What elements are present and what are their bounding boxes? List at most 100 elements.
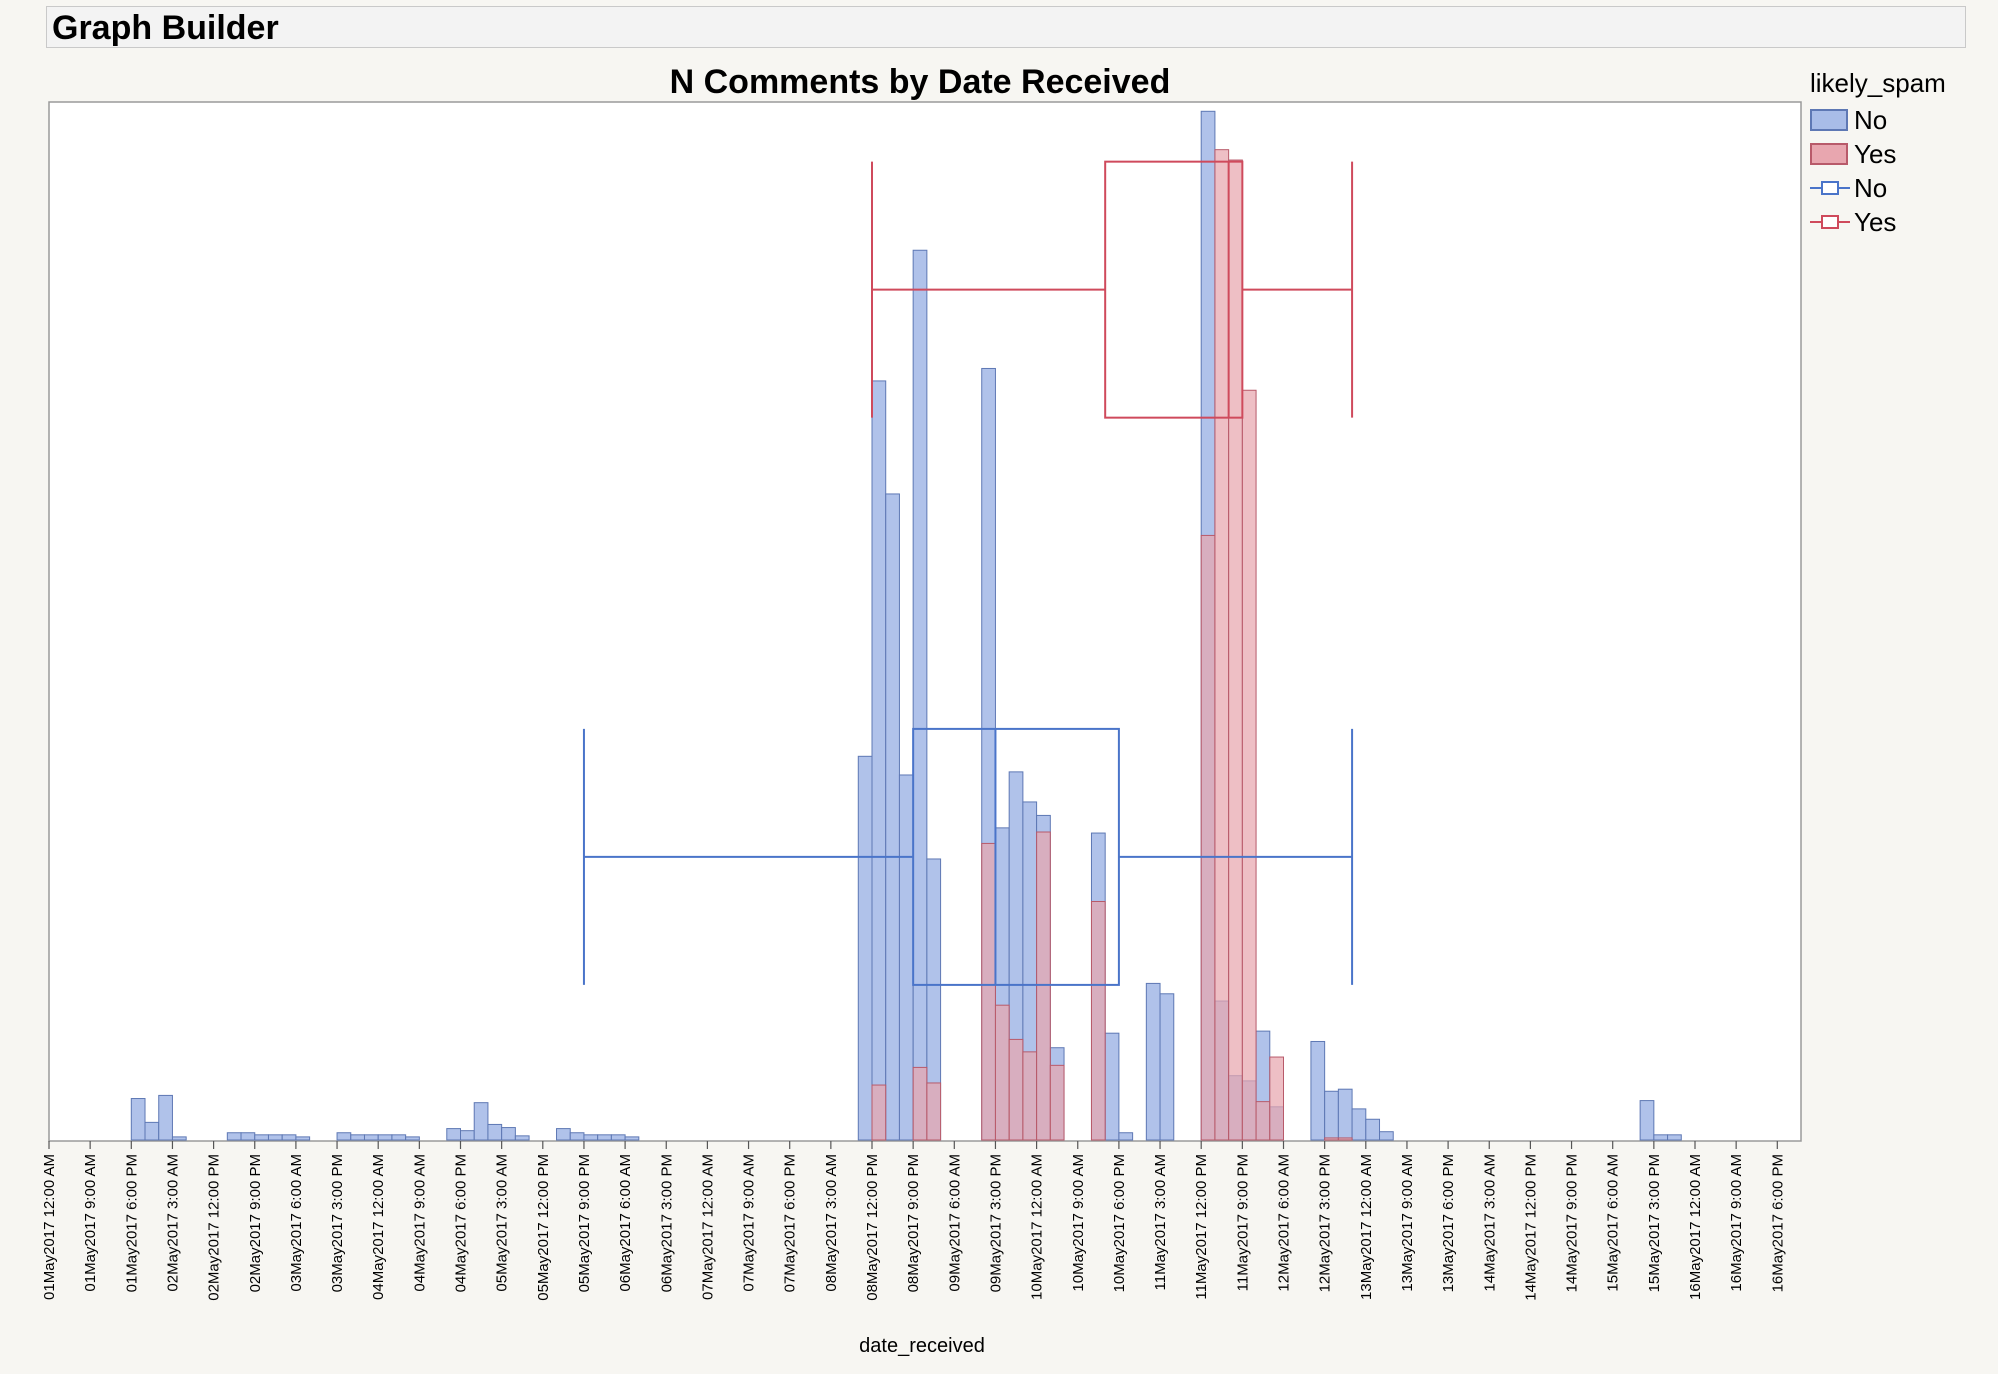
bar-yes [1022,1051,1038,1141]
legend-item-yes-bar[interactable]: Yes [1810,137,1990,171]
bar-yes [871,1084,887,1141]
legend-item-yes-box[interactable]: Yes [1810,205,1990,239]
x-tick-label: 04May2017 9:00 AM [411,1154,428,1292]
legend-item-no-bar[interactable]: No [1810,103,1990,137]
x-tick-label: 11May2017 9:00 PM [1234,1154,1251,1291]
bar-no [254,1134,269,1141]
bar-no [1365,1118,1381,1141]
bar-no [1118,1132,1134,1141]
bar-no [446,1128,461,1141]
bar-yes [1214,149,1230,1141]
bar-yes [1241,389,1257,1141]
bar-yes [1255,1101,1271,1141]
x-tick-label: 11May2017 3:00 AM [1152,1154,1169,1290]
box-plot-icon [1810,181,1850,195]
x-tick-label: 05May2017 12:00 PM [535,1154,552,1301]
bar-no [1351,1108,1367,1141]
x-tick-label: 15May2017 6:00 AM [1605,1154,1622,1292]
legend-label: Yes [1854,206,1897,237]
bar-no [158,1094,173,1141]
bar-no [898,774,914,1141]
x-tick-label: 04May2017 12:00 AM [370,1154,387,1300]
x-tick-label: 06May2017 3:00 PM [658,1154,675,1292]
x-axis: 01May2017 12:00 AM 01May2017 9:00 AM 01May… [41,1141,1786,1301]
bar-no [267,1134,283,1141]
x-tick-label: 01May2017 6:00 PM [123,1154,140,1292]
bar-no [130,1098,146,1141]
bar-no [1379,1131,1394,1141]
x-tick-label: 10May2017 6:00 PM [1111,1154,1128,1292]
x-tick-label: 05May2017 3:00 AM [494,1154,511,1292]
x-tick-label: 14May2017 12:00 PM [1522,1154,1539,1301]
bar-no [624,1136,640,1141]
bar-no [171,1136,187,1141]
x-tick-label: 07May2017 6:00 PM [782,1154,799,1292]
legend-label: No [1854,104,1888,135]
bar-no [405,1136,420,1141]
x-tick-label: 05May2017 9:00 PM [576,1154,593,1292]
bar-no [1337,1088,1353,1141]
bar-yes [1090,900,1106,1141]
x-tick-label: 08May2017 3:00 AM [823,1154,840,1292]
bar-no [1667,1134,1682,1141]
bar-yes [1049,1064,1065,1141]
x-tick-label: 01May2017 12:00 AM [41,1154,58,1300]
x-tick-label: 02May2017 3:00 AM [164,1154,181,1292]
bars-layer [130,110,1682,1141]
graph-builder-header: Graph Builder [46,6,1966,48]
x-tick-label: 04May2017 6:00 PM [453,1154,470,1292]
x-tick-label: 01May2017 9:00 AM [82,1154,99,1292]
x-tick-label: 08May2017 9:00 PM [905,1154,922,1292]
bar-yes [994,1004,1010,1141]
bar-no [281,1134,297,1141]
legend-item-no-box[interactable]: No [1810,171,1990,205]
bar-yes [1200,534,1216,1141]
x-tick-label: 16May2017 12:00 AM [1687,1154,1704,1300]
x-tick-label: 15May2017 3:00 PM [1646,1154,1663,1292]
x-tick-label: 14May2017 9:00 PM [1564,1154,1581,1292]
x-tick-label: 16May2017 6:00 PM [1769,1154,1786,1292]
bar-no [1104,1032,1120,1141]
bar-yes [1036,831,1051,1141]
bar-no [473,1102,489,1141]
x-tick-label: 13May2017 9:00 AM [1399,1154,1416,1292]
box-plot-layer [582,160,1354,986]
window-title: Graph Builder [52,9,279,47]
x-tick-label: 08May2017 12:00 PM [864,1154,881,1301]
box-iqr-yes [1104,160,1244,419]
x-tick-label: 14May2017 3:00 AM [1481,1154,1498,1292]
bar-no [377,1134,393,1141]
x-axis-label: date_received [859,1335,985,1357]
bar-no [144,1121,160,1141]
legend-label: Yes [1854,138,1897,169]
bar-yes [1269,1056,1285,1141]
bar-yes [981,842,996,1141]
bar-yes [1337,1137,1353,1141]
bar-no [857,755,873,1141]
bar-no [1653,1134,1669,1141]
bar-no [871,380,887,1141]
bar-no [460,1130,475,1141]
x-tick-label: 16May2017 9:00 AM [1728,1154,1745,1292]
bar-yes [912,1066,928,1141]
bar-no [226,1132,242,1141]
legend: likely_spam No Yes No Yes [1810,68,1990,239]
bar-no [487,1123,503,1141]
bar-yes [1324,1137,1339,1141]
bar-no [363,1134,379,1141]
bar-no [514,1135,530,1141]
bar-no [556,1128,571,1141]
legend-title: likely_spam [1810,68,1946,98]
bar-no [597,1134,612,1141]
x-tick-label: 09May2017 6:00 AM [946,1154,963,1292]
bar-no [1324,1090,1339,1141]
legend-swatch-yes [1810,143,1848,165]
bar-no [240,1132,256,1141]
x-tick-label: 12May2017 6:00 AM [1276,1154,1293,1292]
x-tick-label: 03May2017 6:00 AM [288,1154,305,1292]
bar-no [583,1134,599,1141]
bar-no [501,1127,516,1141]
bar-yes [926,1082,942,1141]
legend-label: No [1854,172,1888,203]
bar-no [610,1134,626,1141]
